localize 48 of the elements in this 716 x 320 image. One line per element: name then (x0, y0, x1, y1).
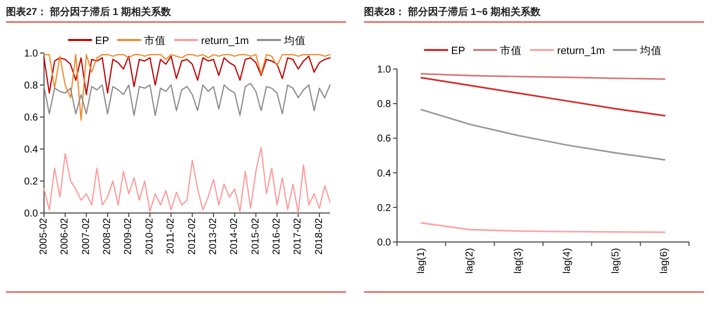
legend-label: 市值 (144, 34, 166, 47)
x-tick-label: 2007-02 (80, 218, 92, 255)
y-tick-label: 0.4 (377, 168, 392, 180)
x-tick-label: 2005-02 (38, 218, 50, 255)
x-tick-label: lag(1) (416, 248, 427, 274)
line-series (43, 82, 331, 116)
line-series (43, 54, 331, 121)
y-tick-label: 1.0 (377, 64, 392, 76)
y-tick-label: 1.0 (24, 48, 38, 60)
x-tick-label: 2017-02 (292, 218, 304, 255)
y-tick-label: 0.2 (24, 176, 38, 188)
y-tick-label: 0.6 (377, 134, 392, 145)
y-tick-label: 0.4 (24, 144, 38, 156)
x-tick-label: 2006-02 (60, 218, 71, 255)
x-tick-label: lag(4) (562, 248, 573, 274)
y-tick-label: 0.8 (24, 80, 38, 92)
x-tick-label: 2010-02 (144, 218, 156, 255)
line-series (420, 222, 666, 233)
x-tick-label: lag(3) (513, 248, 524, 274)
x-tick-label: lag(6) (659, 248, 670, 274)
x-tick-label: lag(5) (610, 248, 622, 274)
chart-title: 图表27： 部分因子滞后 1 期相关系数 (6, 6, 172, 18)
legend-label: 均值 (638, 45, 662, 57)
x-tick-label: 2014-02 (229, 218, 240, 255)
x-tick-label: 2016-02 (272, 218, 283, 255)
line-series (43, 56, 331, 96)
x-tick-label: 2015-02 (250, 218, 262, 255)
y-tick-label: 0.8 (377, 99, 392, 110)
chart-title: 图表28： 部分因子滞后 1~6 期相关系数 (364, 6, 542, 18)
line-series (420, 108, 666, 161)
legend-label: 市值 (500, 44, 522, 57)
x-tick-label: 2013-02 (208, 218, 219, 255)
line-series (420, 76, 666, 117)
legend-label: return_1m (557, 45, 606, 57)
legend-label: return_1m (201, 35, 250, 47)
legend-label: EP (451, 45, 466, 57)
legend-label: 均值 (282, 35, 306, 47)
x-tick-label: 2011-02 (166, 218, 177, 254)
y-tick-label: 0.2 (377, 202, 392, 214)
x-tick-label: lag(2) (464, 248, 476, 274)
y-tick-label: 0.6 (24, 112, 38, 124)
x-tick-label: 2008-02 (102, 218, 114, 255)
y-tick-label: 0.0 (24, 208, 38, 220)
legend-label: EP (95, 35, 110, 47)
x-tick-label: 2012-02 (186, 218, 198, 255)
x-tick-label: 2009-02 (123, 218, 134, 255)
x-tick-label: 2018-02 (314, 218, 325, 255)
y-tick-label: 0.0 (377, 238, 392, 248)
